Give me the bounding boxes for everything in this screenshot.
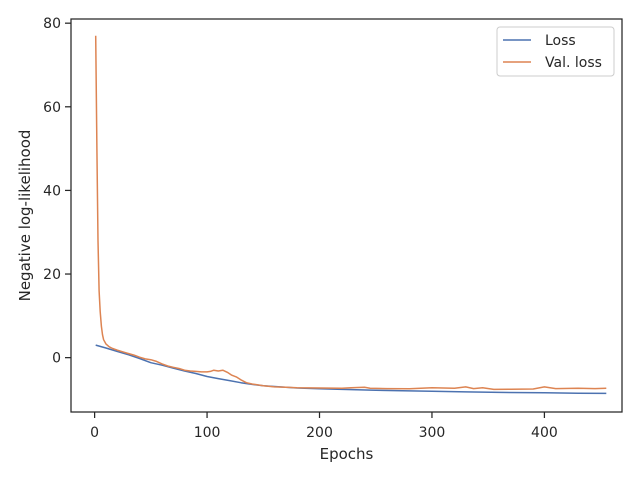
y-axis-label: Negative log-likelihood — [16, 130, 34, 302]
series-line-val-loss — [94, 35, 607, 391]
y-tick-label: 60 — [43, 100, 61, 116]
plot-frame — [70, 18, 623, 413]
x-tick-label: 200 — [306, 425, 333, 441]
legend-label: Val. loss — [545, 55, 602, 71]
legend-label: Loss — [545, 33, 576, 49]
x-tick-label: 0 — [90, 425, 99, 441]
tick-group: 0 100 200 300 400 0 20 40 60 80 — [43, 16, 558, 441]
y-tick-label: 40 — [43, 183, 61, 199]
y-tick-label: 80 — [43, 16, 61, 32]
y-tick-label: 20 — [43, 267, 61, 283]
x-axis-label: Epochs — [320, 445, 374, 463]
series-lines — [94, 35, 607, 395]
x-tick-label: 300 — [419, 425, 446, 441]
legend: Loss Val. loss — [496, 26, 615, 77]
x-tick-label: 100 — [194, 425, 221, 441]
x-tick-label: 400 — [531, 425, 558, 441]
y-tick-label: 0 — [52, 351, 61, 367]
